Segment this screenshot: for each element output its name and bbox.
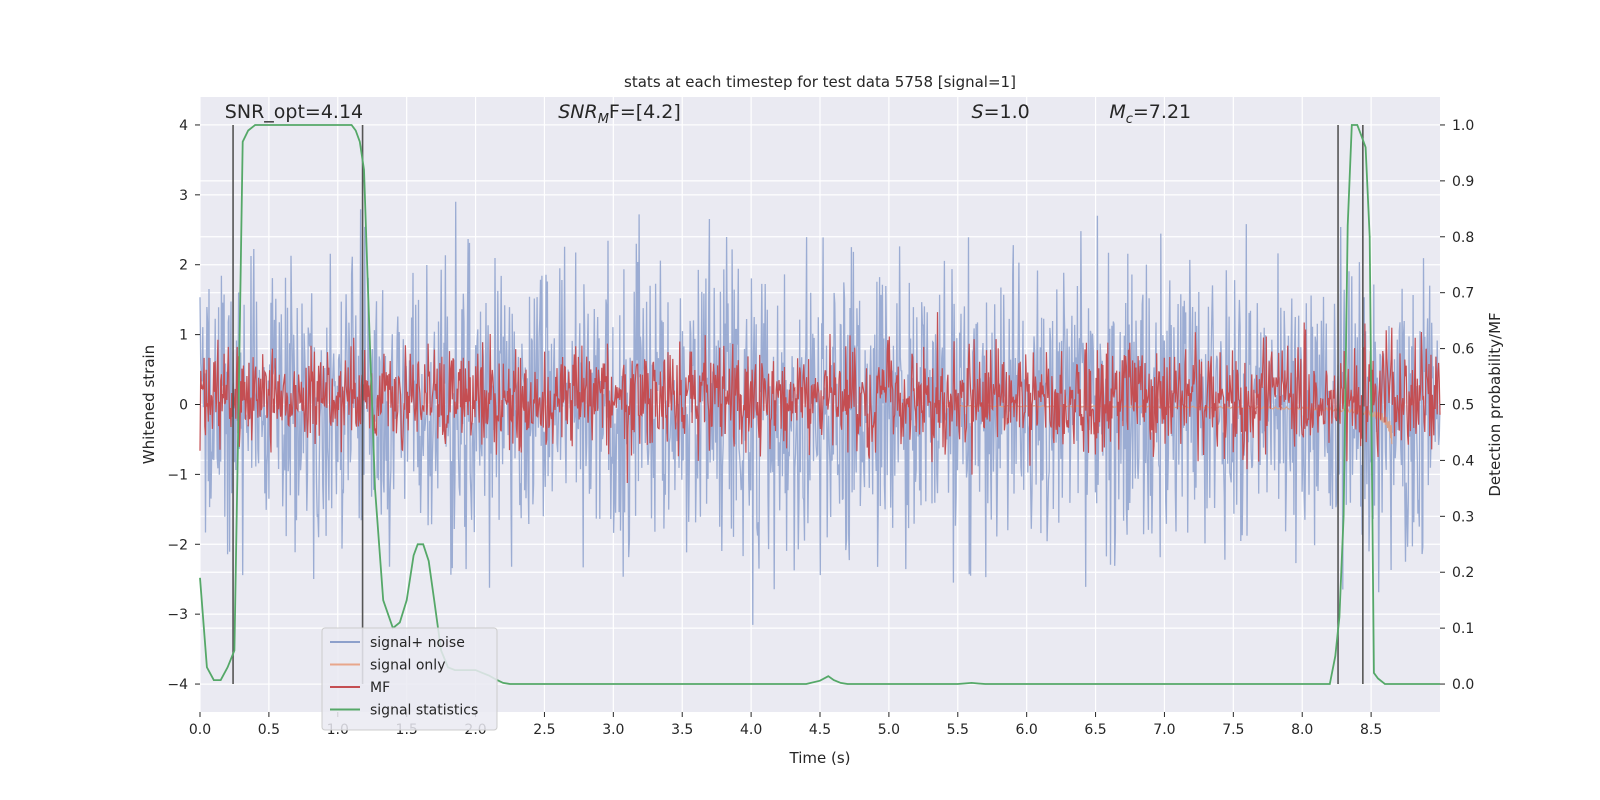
x-tick-label-7: 3.5 (671, 722, 693, 738)
chart-title: stats at each timestep for test data 575… (624, 73, 1016, 91)
x-tick-label-11: 5.5 (947, 722, 969, 738)
x-tick-label-10: 5.0 (878, 722, 900, 738)
y2-tick-label-10: 1.0 (1452, 118, 1474, 134)
annotation-mc: Mc=7.21 (1109, 101, 1191, 127)
annotation-snr-mf-value: F=[4.2] (609, 101, 681, 123)
y-tick-label-0: −4 (167, 677, 188, 693)
annotation-mc-symbol: M (1109, 101, 1125, 123)
x-tick-label-0: 0.0 (189, 722, 211, 738)
x-tick-label-12: 6.0 (1016, 722, 1038, 738)
y-tick-label-8: 4 (179, 118, 188, 134)
annotation-snr-mf: SNRMF=[4.2] (558, 101, 681, 127)
legend-box (321, 627, 498, 731)
annotation-snr-opt: SNR_opt=4.14 (225, 101, 363, 123)
annotation-s: S=1.0 (972, 101, 1030, 123)
x-tick-label-13: 6.5 (1084, 722, 1106, 738)
y2-tick-label-3: 0.3 (1452, 509, 1474, 525)
y-tick-label-2: −2 (167, 537, 188, 553)
x-tick-label-9: 4.5 (809, 722, 831, 738)
x-tick-label-14: 7.0 (1153, 722, 1175, 738)
legend-label-1: signal only (370, 658, 445, 674)
y-axis-label: Whitened strain (140, 345, 158, 464)
x-tick-label-5: 2.5 (533, 722, 555, 738)
legend-label-3: signal statistics (370, 703, 478, 719)
y-tick-label-7: 3 (179, 188, 188, 204)
y2-tick-label-2: 0.2 (1452, 565, 1474, 581)
annotation-mc-value: =7.21 (1133, 101, 1191, 123)
annotation-s-symbol: S (972, 101, 984, 123)
y-tick-label-3: −1 (167, 467, 188, 483)
y2-tick-label-5: 0.5 (1452, 398, 1474, 414)
y2-tick-label-8: 0.8 (1452, 230, 1474, 246)
x-axis-label: Time (s) (789, 749, 851, 767)
legend-label-2: MF (370, 680, 390, 696)
x-tick-label-1: 0.5 (258, 722, 280, 738)
y2-tick-label-9: 0.9 (1452, 174, 1474, 190)
y-axis-ticks: −4 −3 −2 −1 0 1 2 3 4 (167, 118, 200, 693)
annotation-s-value: =1.0 (984, 101, 1030, 123)
x-tick-label-15: 7.5 (1222, 722, 1244, 738)
series-mf (199, 312, 1441, 484)
y2-tick-label-4: 0.4 (1452, 453, 1474, 469)
x-tick-label-17: 8.5 (1360, 722, 1382, 738)
y2-axis-label: Detection probability/MF (1486, 312, 1504, 496)
y2-tick-label-6: 0.6 (1452, 342, 1474, 358)
annotation-mc-subscript: c (1126, 112, 1133, 127)
x-tick-label-8: 4.0 (740, 722, 762, 738)
legend: signal+ noise signal only MF signal statist… (321, 627, 498, 731)
y-tick-label-5: 1 (179, 328, 188, 344)
y-tick-label-6: 2 (179, 258, 188, 274)
legend-label-0: signal+ noise (370, 635, 465, 651)
x-tick-label-6: 3.0 (602, 722, 624, 738)
y2-tick-label-7: 0.7 (1452, 286, 1474, 302)
annotation-snr-mf-symbol: SNR (558, 101, 597, 123)
y-tick-label-1: −3 (167, 607, 188, 623)
annotation-snr-mf-subscript: M (598, 112, 609, 127)
x-tick-label-16: 8.0 (1291, 722, 1313, 738)
plot-area (199, 124, 1441, 685)
y2-tick-label-0: 0.0 (1452, 677, 1474, 693)
y2-tick-label-1: 0.1 (1452, 621, 1474, 637)
y-tick-label-4: 0 (179, 398, 188, 414)
y2-axis-ticks: 0.0 0.1 0.2 0.3 0.4 0.5 0.6 0.7 0.8 0.9 1.0 (1440, 118, 1474, 693)
